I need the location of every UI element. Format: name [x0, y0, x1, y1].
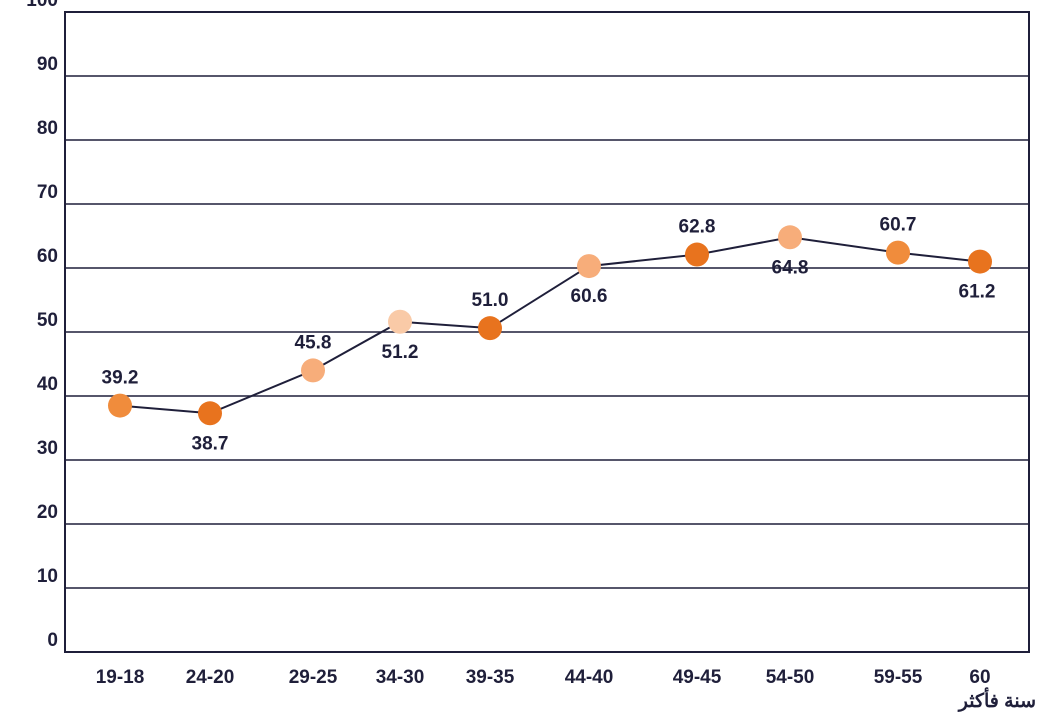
data-label: 64.8 [772, 257, 809, 278]
data-point-34-30 [388, 309, 412, 334]
data-label: 45.8 [295, 332, 332, 353]
x-tick-label: 19-18 [96, 667, 145, 688]
data-label: 60.7 [880, 215, 917, 236]
y-tick-label: 30 [37, 438, 58, 459]
x-tick-label: 24-20 [186, 667, 235, 688]
y-axis-ticks: 0 10 20 30 40 50 60 70 80 90 100 [26, 0, 58, 651]
x-tick-sublabel: سنة فأكثر [957, 687, 1036, 712]
x-tick-label: 29-25 [289, 667, 338, 688]
data-point-54-50 [778, 225, 802, 250]
y-tick-label: 70 [37, 182, 58, 203]
x-tick-label: 44-40 [565, 667, 614, 688]
y-tick-label: 10 [37, 566, 58, 587]
data-points [108, 225, 992, 426]
data-label: 51.2 [382, 342, 419, 363]
data-label: 62.8 [679, 217, 716, 238]
data-labels: 39.2 38.7 45.8 51.2 51.0 60.6 62.8 64.8 60.7 61.2 [102, 215, 996, 455]
y-tick-label: 100 [26, 0, 58, 11]
y-tick-label: 20 [37, 502, 58, 523]
data-label: 60.6 [571, 286, 608, 307]
x-tick-label: 49-45 [673, 667, 722, 688]
data-label: 61.2 [959, 282, 996, 303]
x-tick-label: 34-30 [376, 667, 425, 688]
y-tick-label: 90 [37, 54, 58, 75]
y-tick-label: 0 [47, 630, 58, 651]
plot-frame [64, 11, 1030, 653]
data-label: 38.7 [192, 433, 229, 454]
series-line [119, 236, 981, 415]
y-tick-label: 80 [37, 118, 58, 139]
plot-border [64, 11, 1030, 653]
data-point-39-35 [478, 316, 502, 341]
x-tick-label: 39-35 [466, 667, 515, 688]
data-point-29-25 [301, 358, 325, 383]
x-tick-label: 59-55 [874, 667, 923, 688]
data-point-60 [968, 249, 992, 274]
data-point-24-20 [198, 401, 222, 426]
x-axis-ticks: 19-18 24-20 29-25 34-30 39-35 44-40 49-45 54-50… [96, 667, 1036, 712]
data-label: 51.0 [472, 290, 509, 311]
data-point-49-45 [685, 242, 709, 267]
y-tick-label: 50 [37, 310, 58, 331]
series-path [119, 236, 981, 415]
x-tick-label: 54-50 [766, 667, 815, 688]
data-point-44-40 [577, 254, 601, 279]
data-point-59-55 [886, 240, 910, 265]
data-point-19-18 [108, 393, 132, 418]
y-tick-label: 60 [37, 246, 58, 267]
data-label: 39.2 [102, 368, 139, 389]
x-tick-label: 60 [969, 667, 990, 688]
gridlines [65, 11, 1029, 653]
y-tick-label: 40 [37, 374, 58, 395]
